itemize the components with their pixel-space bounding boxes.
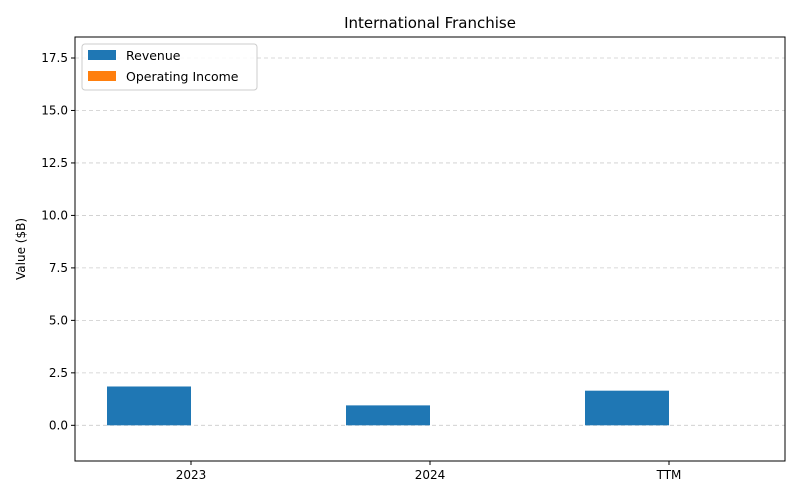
x-tick-label: TTM	[656, 468, 682, 482]
chart-title: International Franchise	[344, 14, 516, 32]
y-axis-ticks: 0.0 2.5 5.0 7.5 10.0 12.5 15.0 17.5	[41, 51, 75, 432]
legend: Revenue Operating Income	[81, 43, 258, 91]
legend-swatch	[88, 50, 116, 60]
y-tick-label: 0.0	[49, 418, 68, 432]
y-tick-label: 5.0	[49, 313, 68, 327]
plot-frame	[74, 36, 786, 462]
y-tick-label: 15.0	[41, 103, 68, 117]
revenue-bar	[107, 386, 191, 426]
revenue-bar	[585, 390, 669, 426]
revenue-bar	[346, 405, 430, 426]
legend-label: Revenue	[126, 48, 181, 63]
y-tick-label: 2.5	[49, 366, 68, 380]
legend-label: Operating Income	[126, 69, 239, 84]
x-tick-label: 2024	[415, 468, 446, 482]
legend-box	[81, 43, 258, 91]
y-tick-label: 17.5	[41, 51, 68, 65]
y-tick-label: 10.0	[41, 208, 68, 222]
bars	[107, 386, 669, 426]
y-axis-label: Value ($B)	[14, 218, 28, 280]
gridlines	[75, 57, 785, 426]
y-tick-label: 12.5	[41, 156, 68, 170]
legend-swatch	[88, 71, 116, 81]
y-tick-label: 7.5	[49, 261, 68, 275]
x-axis-ticks: 2023 2024 TTM	[176, 461, 682, 482]
x-tick-label: 2023	[176, 468, 207, 482]
